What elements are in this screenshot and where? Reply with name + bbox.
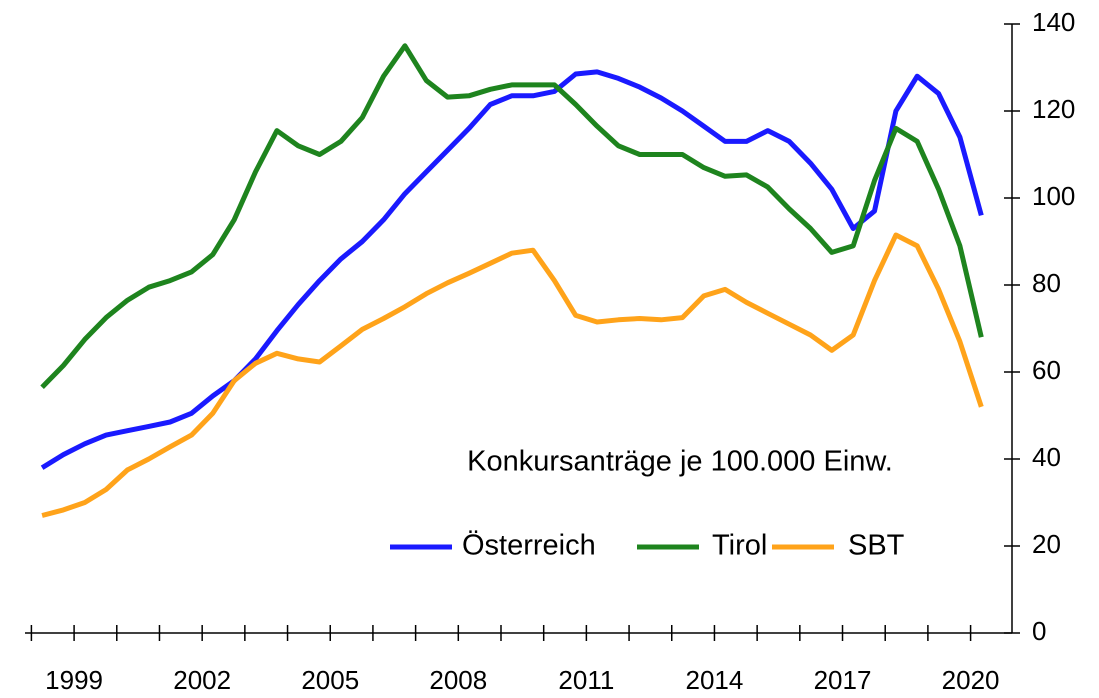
legend-label: Tirol [712,530,767,562]
series-line [40,69,984,470]
annotation: Konkursanträge je 100.000 Einw. [467,446,893,478]
x-tick-label: 1999 [45,665,103,695]
x-tick-label: 2005 [301,665,359,695]
y-tick-label: 60 [1032,355,1061,385]
y-tick-label: 40 [1032,442,1061,472]
x-tick-label: 2017 [814,665,872,695]
y-tick-label: 80 [1032,268,1061,298]
y-tick-label: 140 [1032,7,1075,37]
x-tick-label: 2002 [173,665,231,695]
legend-label: Österreich [462,530,596,562]
legend-label: SBT [848,530,905,562]
series-line [40,43,984,389]
y-tick-label: 20 [1032,529,1061,559]
x-tick-label: 2011 [558,665,614,695]
x-tick-label: 2014 [686,665,744,695]
y-tick-label: 120 [1032,94,1075,124]
x-tick-label: 2020 [942,665,1000,695]
y-tick-label: 100 [1032,181,1075,211]
series-line [41,232,984,518]
x-tick-label: 2008 [429,665,487,695]
y-tick-label: 0 [1032,616,1046,646]
